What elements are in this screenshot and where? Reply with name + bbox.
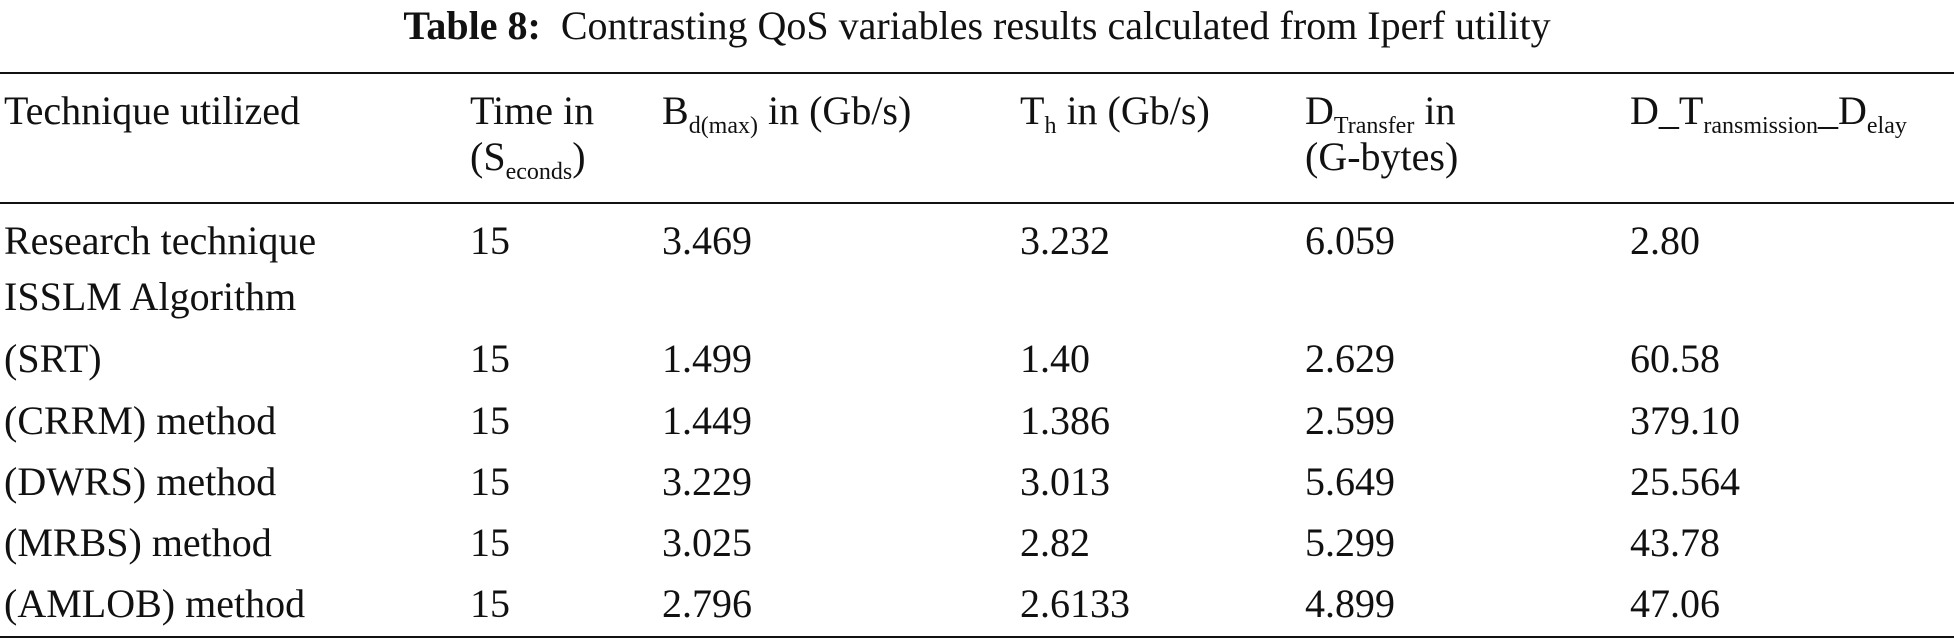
header-dt-rest: in (1414, 88, 1456, 133)
row-delay: 25.564 (1630, 459, 1740, 504)
header-time-unit: (Seconds) (470, 134, 586, 184)
header-transmission-delay: D_Transmission_Delay (1630, 88, 1907, 138)
row-throughput: 2.6133 (1020, 581, 1130, 626)
row-technique: (SRT) (4, 336, 102, 381)
row-throughput: 3.232 (1020, 218, 1110, 263)
header-th-rest: in (Gb/s) (1056, 88, 1210, 133)
header-time-close: ) (572, 134, 586, 179)
row-data-transfer: 6.059 (1305, 218, 1395, 263)
header-dt-main: D (1305, 88, 1334, 133)
bottom-rule (0, 636, 1954, 638)
row-bandwidth: 2.796 (662, 581, 752, 626)
row-technique: (AMLOB) method (4, 581, 306, 626)
row-data-transfer: 4.899 (1305, 581, 1395, 626)
header-technique: Technique utilized (4, 88, 300, 133)
header-bd-rest: in (Gb/s) (758, 88, 912, 133)
row-data-transfer: 5.299 (1305, 520, 1395, 565)
header-rule (0, 202, 1954, 204)
row-delay: 379.10 (1630, 398, 1740, 443)
row-throughput: 1.40 (1020, 336, 1090, 381)
row-bandwidth: 1.499 (662, 336, 752, 381)
table-title: Contrasting QoS variables results calcul… (560, 3, 1551, 48)
header-bandwidth: Bd(max) in (Gb/s) (662, 88, 912, 138)
row-time: 15 (470, 218, 510, 263)
row-delay: 60.58 (1630, 336, 1720, 381)
header-time-open: (S (470, 134, 506, 179)
row-technique: (DWRS) method (4, 459, 277, 504)
row-delay: 2.80 (1630, 218, 1700, 263)
header-data-transfer: DTransfer in (1305, 88, 1456, 138)
row-throughput: 1.386 (1020, 398, 1110, 443)
row-throughput: 3.013 (1020, 459, 1110, 504)
row-bandwidth: 3.025 (662, 520, 752, 565)
row-bandwidth: 3.469 (662, 218, 752, 263)
top-rule (0, 72, 1954, 74)
row-technique: (CRRM) method (4, 398, 277, 443)
row-technique-line2: ISSLM Algorithm (4, 274, 297, 319)
header-time-line1: Time in (470, 88, 595, 133)
header-throughput: Th in (Gb/s) (1020, 88, 1210, 138)
header-data-transfer-unit: (G-bytes) (1305, 134, 1459, 179)
row-time: 15 (470, 398, 510, 443)
row-throughput: 2.82 (1020, 520, 1090, 565)
row-time: 15 (470, 581, 510, 626)
header-time: Time in (470, 88, 594, 134)
row-data-transfer: 2.599 (1305, 398, 1395, 443)
row-delay: 43.78 (1630, 520, 1720, 565)
row-time: 15 (470, 459, 510, 504)
header-dtd-sub2: elay (1866, 113, 1907, 139)
row-data-transfer: 5.649 (1305, 459, 1395, 504)
row-bandwidth: 1.449 (662, 398, 752, 443)
row-time: 15 (470, 520, 510, 565)
header-dtd-b: _D (1818, 88, 1867, 133)
header-th-sub: h (1044, 113, 1057, 139)
header-bd-sub: d(max) (688, 113, 758, 139)
row-time: 15 (470, 336, 510, 381)
header-th-main: T (1020, 88, 1045, 133)
header-time-sub: econds (505, 159, 573, 185)
header-dt-sub: Transfer (1333, 113, 1415, 139)
row-technique: (MRBS) method (4, 520, 272, 565)
table-caption: Table 8: Contrasting QoS variables resul… (0, 2, 1954, 50)
table-label: Table 8: (403, 3, 541, 48)
row-delay: 47.06 (1630, 581, 1720, 626)
header-bd-main: B (662, 88, 689, 133)
header-dtd-a: D_T (1630, 88, 1704, 133)
header-dtd-sub1: ransmission (1703, 113, 1818, 139)
row-bandwidth: 3.229 (662, 459, 752, 504)
row-data-transfer: 2.629 (1305, 336, 1395, 381)
row-technique: Research technique (4, 218, 317, 263)
